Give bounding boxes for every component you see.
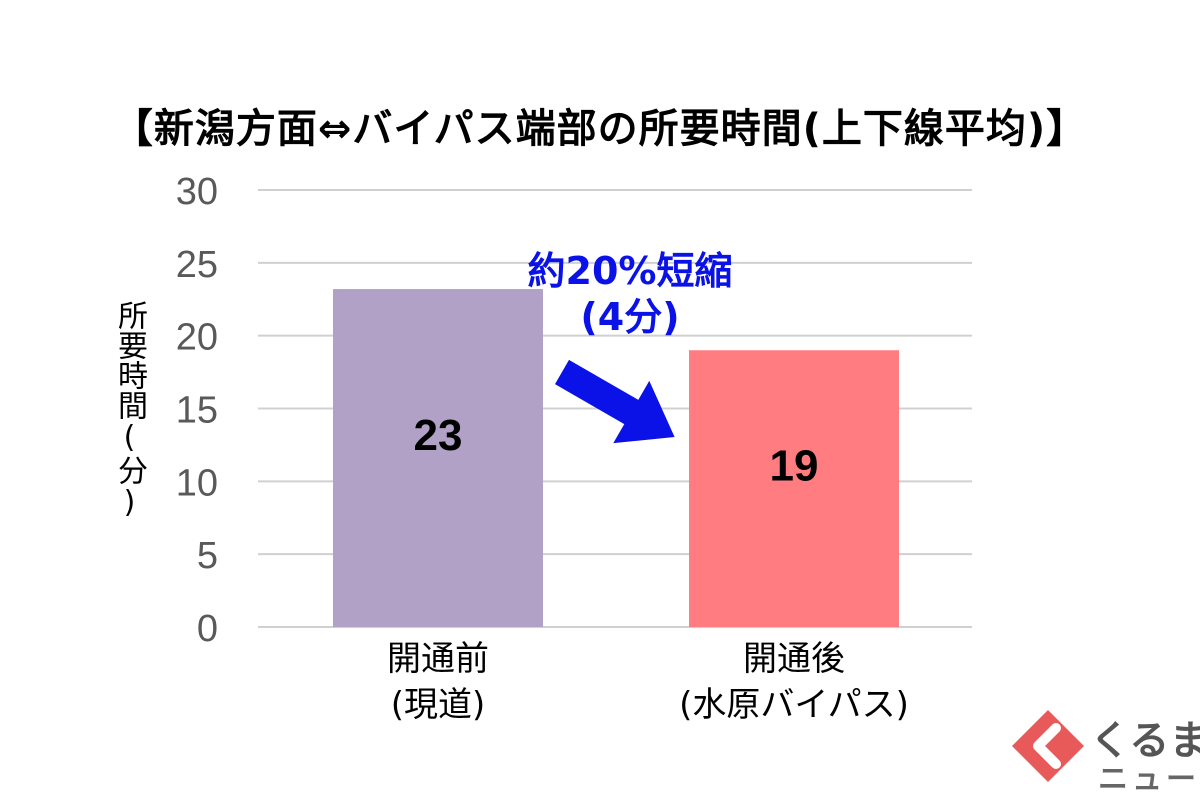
logo-mark-icon	[1012, 710, 1084, 782]
category-label-after-line1: 開通後	[743, 639, 845, 679]
bar-data-label: 23	[414, 411, 463, 460]
logo-text-bottom: ニュース	[1098, 762, 1200, 797]
y-tick-label: 30	[176, 171, 218, 213]
y-tick-label: 5	[197, 535, 218, 577]
category-label-after: 開通後 (水原バイパス)	[634, 636, 954, 728]
reduction-annotation-line2: (4分)	[580, 295, 680, 339]
y-tick-label: 10	[176, 462, 218, 504]
y-tick-label: 0	[197, 608, 218, 650]
chart-title: 【新潟方面⇔バイパス端部の所要時間(上下線平均)】	[112, 106, 1088, 152]
category-label-after-line2: (水原バイパス)	[679, 685, 909, 725]
logo-text-top: くるまの	[1090, 718, 1200, 764]
reduction-annotation: 約20%短縮 (4分)	[470, 248, 790, 340]
y-tick-label: 25	[176, 244, 218, 286]
bar	[689, 350, 899, 627]
reduction-annotation-line1: 約20%短縮	[527, 249, 733, 293]
category-label-before: 開通前 (現道)	[278, 636, 598, 728]
category-label-before-line1: 開通前	[387, 639, 489, 679]
bar	[333, 289, 543, 627]
category-label-before-line2: (現道)	[390, 685, 486, 725]
kuruma-news-logo: くるまの ニュース	[1008, 706, 1200, 797]
y-tick-label: 15	[176, 390, 218, 432]
y-tick-label: 20	[176, 317, 218, 359]
y-axis-label: 所要時間(分)	[112, 300, 147, 520]
reduction-arrow-icon	[555, 359, 675, 444]
bar-data-label: 19	[770, 442, 819, 491]
